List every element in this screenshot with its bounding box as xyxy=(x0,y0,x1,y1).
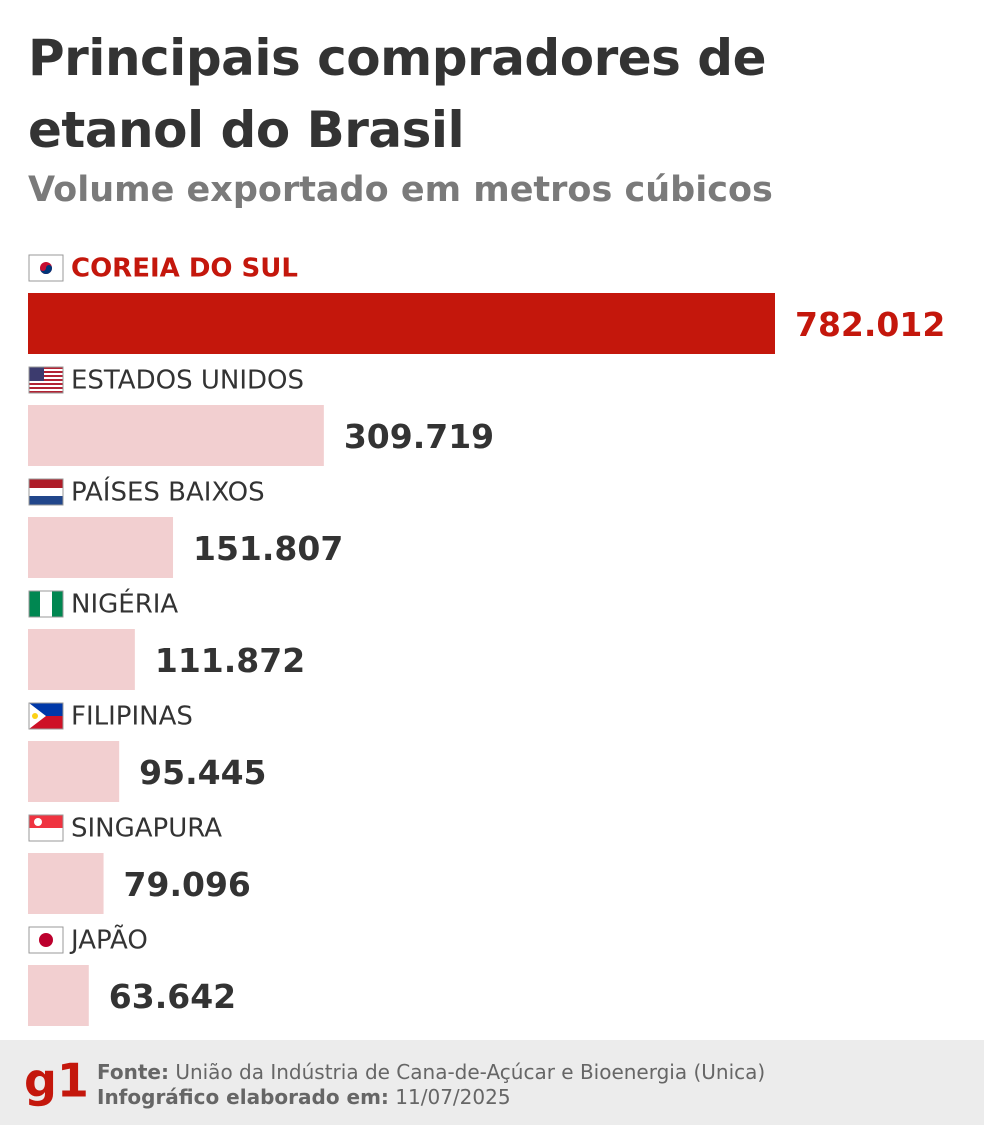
flag-part xyxy=(29,391,63,393)
flag-icon xyxy=(28,478,64,506)
category-label: JAPÃO xyxy=(69,924,148,956)
date: Infográfico elaborado em: 11/07/2025 xyxy=(97,1085,511,1109)
flag-part xyxy=(29,479,63,488)
flag-part xyxy=(29,375,63,377)
category-label: PAÍSES BAIXOS xyxy=(71,476,265,508)
flag-part xyxy=(29,367,63,369)
flag-part xyxy=(29,496,63,505)
value-label: 782.012 xyxy=(795,305,945,344)
source: Fonte: União da Indústria de Cana-de-Açú… xyxy=(97,1060,765,1084)
category-label: SINGAPURA xyxy=(71,814,222,844)
footer-band xyxy=(0,1040,984,1125)
flag-part xyxy=(29,379,63,381)
category-label: FILIPINAS xyxy=(71,702,193,732)
date-label: Infográfico elaborado em: xyxy=(97,1085,389,1109)
flag-border xyxy=(28,926,64,954)
bar xyxy=(28,965,89,1026)
category-label: COREIA DO SUL xyxy=(71,254,298,284)
flag-part xyxy=(40,265,52,274)
bar xyxy=(28,517,174,578)
flag-border xyxy=(28,478,64,506)
value-label: 95.445 xyxy=(139,753,266,792)
flag-part xyxy=(29,591,40,617)
value-label: 111.872 xyxy=(155,641,305,680)
date-text: 11/07/2025 xyxy=(395,1085,510,1109)
flag-icon xyxy=(28,366,64,394)
flag-part xyxy=(29,383,63,385)
flag-icon xyxy=(28,814,64,842)
bar xyxy=(28,405,324,466)
flag-icon xyxy=(28,590,64,618)
chart-subtitle: Volume exportado em metros cúbicos xyxy=(28,170,773,210)
flag-icon xyxy=(28,702,64,730)
source-label: Fonte: xyxy=(97,1060,169,1084)
flag-part xyxy=(39,933,53,947)
value-label: 63.642 xyxy=(109,977,236,1016)
flag-border xyxy=(28,702,64,730)
logo: g1 xyxy=(24,1054,89,1108)
bar xyxy=(28,629,135,690)
category-label: ESTADOS UNIDOS xyxy=(71,366,304,396)
bar xyxy=(28,741,120,802)
value-label: 151.807 xyxy=(193,529,343,568)
flag-icon xyxy=(28,254,64,282)
flag-border xyxy=(28,254,64,282)
value-label: 79.096 xyxy=(124,865,251,904)
chart-title: Principais compradores de etanol do Bras… xyxy=(28,29,767,159)
flag-part xyxy=(29,367,44,381)
flag-border xyxy=(28,814,64,842)
flag-border xyxy=(28,366,64,394)
flag-border xyxy=(28,590,64,618)
flag-part xyxy=(52,591,63,617)
bar xyxy=(28,853,104,914)
flag-part xyxy=(34,818,42,826)
flag-icon xyxy=(28,926,64,954)
category-label: NIGÉRIA xyxy=(71,588,178,620)
flag-part xyxy=(29,387,63,389)
flag-part xyxy=(32,713,38,719)
bar xyxy=(28,293,775,354)
flag-part xyxy=(29,371,63,373)
value-label: 309.719 xyxy=(344,417,494,456)
source-text: União da Indústria de Cana-de-Açúcar e B… xyxy=(175,1060,765,1084)
